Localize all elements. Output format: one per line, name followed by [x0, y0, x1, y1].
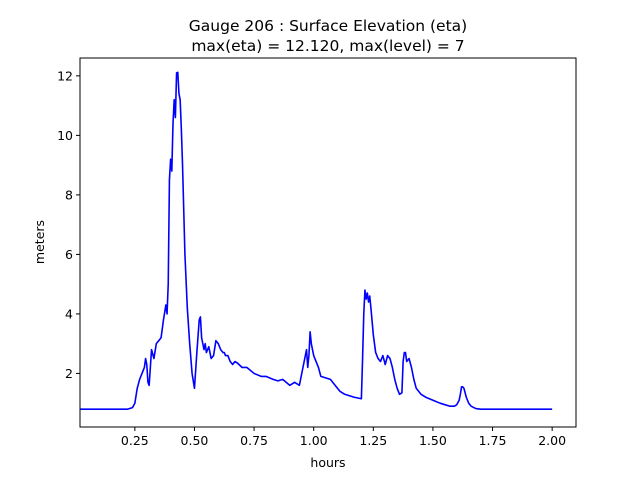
plot-area: [80, 58, 576, 427]
x-tick-label: 0.75: [240, 433, 268, 448]
y-tick-label: 8: [65, 187, 73, 202]
y-tick-label: 6: [65, 247, 73, 262]
series-layer: [80, 71, 553, 410]
x-tick-label: 0.25: [121, 433, 149, 448]
y-tick-label: 12: [57, 68, 73, 83]
plot-frame: [79, 57, 577, 428]
y-tick-label: 4: [65, 306, 73, 321]
y-tick-label: 2: [65, 366, 73, 381]
x-tick-label: 1.00: [300, 433, 328, 448]
x-tick-label: 1.50: [419, 433, 447, 448]
series-line-0: [80, 71, 553, 410]
x-tick-label: 1.25: [359, 433, 387, 448]
y-axis-ticks: 2 4 6 8 10 12: [57, 68, 80, 381]
x-axis-ticks: 0.25 0.50 0.75 1.00 1.25 1.50 1.75 2.00: [121, 427, 566, 448]
y-axis-label: meters: [32, 220, 47, 264]
x-axis-label: hours: [310, 455, 345, 470]
x-tick-label: 2.00: [538, 433, 566, 448]
chart-title-line-1: Gauge 206 : Surface Elevation (eta): [189, 17, 467, 35]
x-tick-label: 0.50: [181, 433, 209, 448]
chart-title-line-2: max(eta) = 12.120, max(level) = 7: [191, 37, 464, 55]
x-tick-label: 1.75: [479, 433, 507, 448]
y-tick-label: 10: [57, 128, 73, 143]
